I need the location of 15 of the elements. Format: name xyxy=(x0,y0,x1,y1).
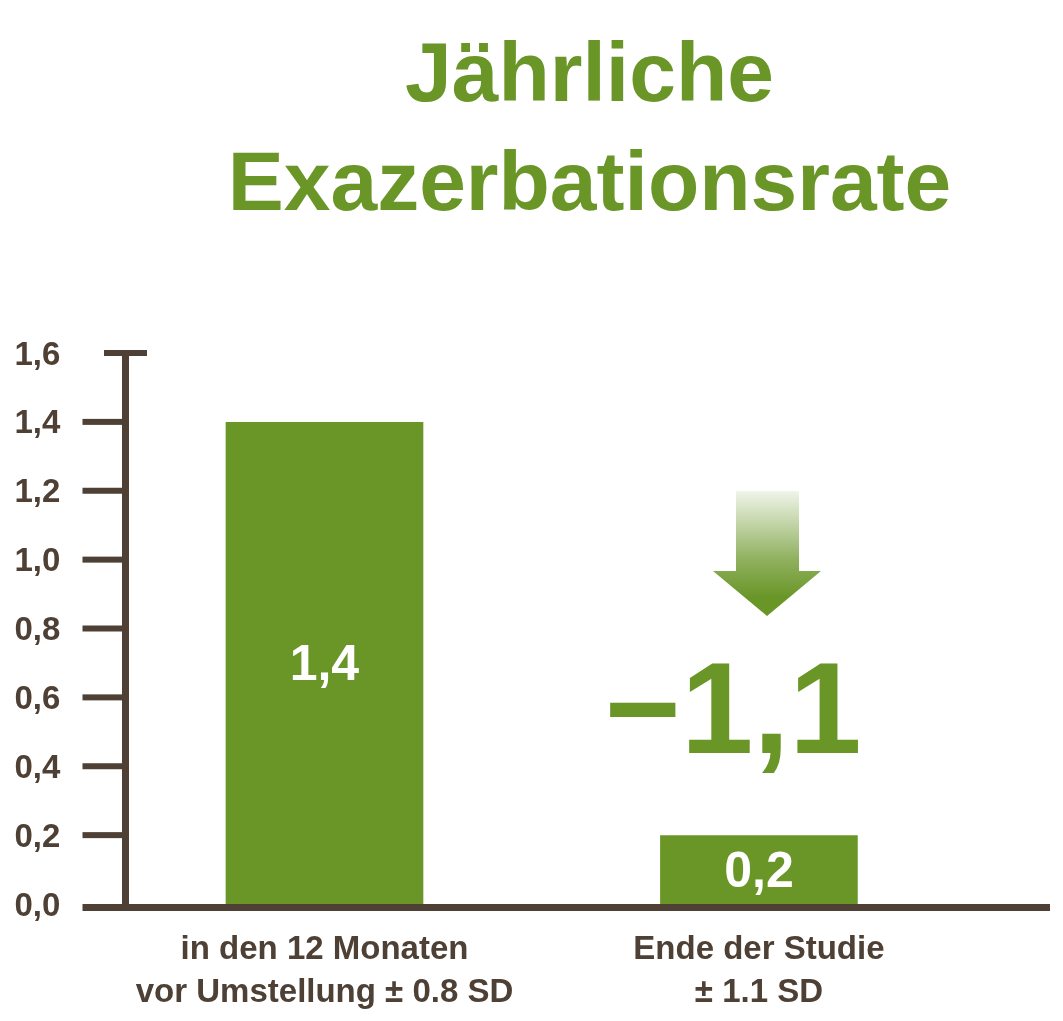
y-tick-label: 1,6 xyxy=(14,334,61,372)
annotation: −1,1 xyxy=(605,635,862,781)
y-tick-label: 0,2 xyxy=(14,816,61,854)
y-tick-label: 1,0 xyxy=(14,541,61,579)
y-tick-label: 1,2 xyxy=(14,472,61,510)
data-label: 0,2 xyxy=(724,841,794,898)
data-label: 1,4 xyxy=(289,634,360,691)
y-tick-label: 1,4 xyxy=(14,403,62,441)
y-tick-label: 0,8 xyxy=(14,610,61,648)
y-tick-label: 0,0 xyxy=(14,885,61,923)
x-tick-label: in den 12 Monaten vor Umstellung ± 0.8 SD xyxy=(135,928,514,1009)
x-tick-label: Ende der Studie ± 1.1 SD xyxy=(633,928,885,1009)
y-tick-label: 0,6 xyxy=(14,678,61,716)
y-tick-label: 0,4 xyxy=(14,747,62,785)
chart-title: Jährliche Exazerbationsrate xyxy=(227,24,952,228)
